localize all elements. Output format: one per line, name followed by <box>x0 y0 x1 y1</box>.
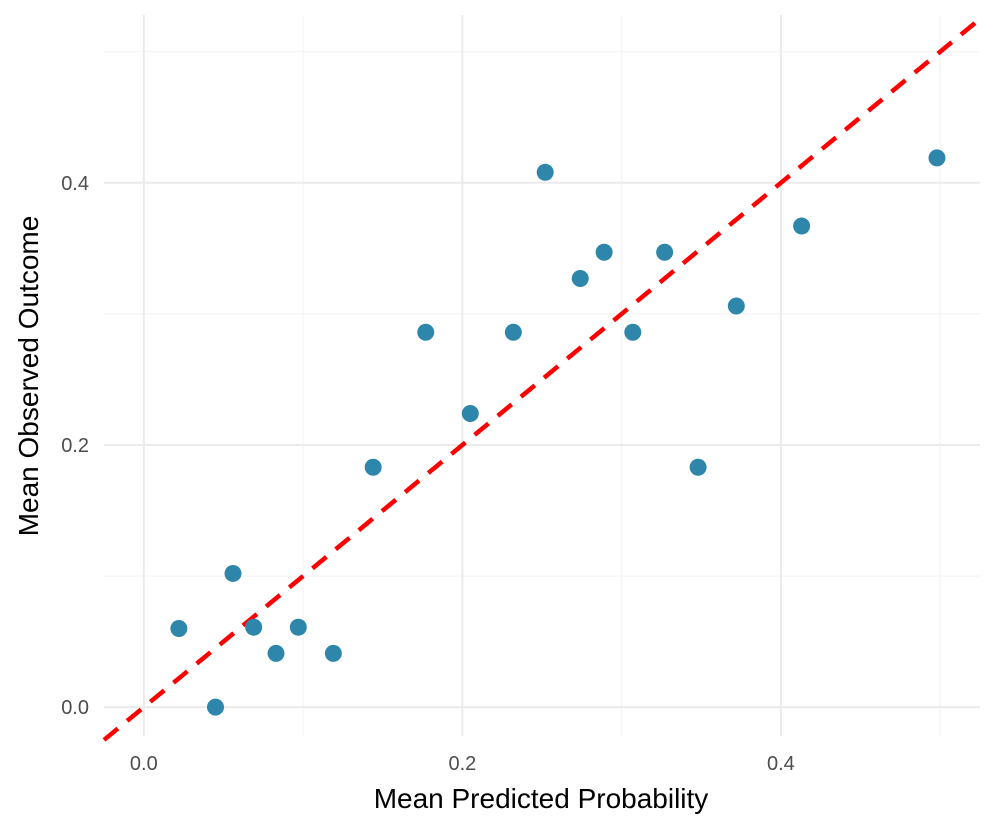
data-point <box>364 458 382 476</box>
data-point <box>536 163 554 181</box>
reference-line-group <box>102 17 982 742</box>
x-axis-ticks: 0.0 0.2 0.4 <box>130 753 795 775</box>
data-point <box>656 243 674 261</box>
data-points <box>170 149 946 716</box>
x-tick-label: 0.0 <box>130 753 158 775</box>
data-point <box>267 644 285 662</box>
data-point <box>928 149 946 167</box>
y-tick-label: 0.2 <box>61 435 89 457</box>
grid <box>104 15 980 736</box>
data-point <box>504 323 522 341</box>
data-point <box>727 297 745 315</box>
data-point <box>206 698 224 716</box>
data-point <box>461 405 479 423</box>
data-point <box>224 564 242 582</box>
data-point <box>245 618 263 636</box>
y-axis-ticks: 0.0 0.2 0.4 <box>61 173 89 719</box>
data-point <box>417 323 435 341</box>
x-tick-label: 0.2 <box>448 753 476 775</box>
data-point <box>289 618 307 636</box>
data-point <box>689 458 707 476</box>
data-point <box>324 644 342 662</box>
data-point <box>793 217 811 235</box>
data-point <box>571 269 589 287</box>
y-tick-label: 0.4 <box>61 173 89 195</box>
y-axis-title: Mean Observed Outcome <box>13 216 44 537</box>
data-point <box>624 323 642 341</box>
data-point <box>595 243 613 261</box>
reference-line <box>102 17 982 742</box>
x-axis-title: Mean Predicted Probability <box>374 783 709 814</box>
data-point <box>170 620 188 638</box>
y-tick-label: 0.0 <box>61 697 89 719</box>
x-tick-label: 0.4 <box>767 753 795 775</box>
